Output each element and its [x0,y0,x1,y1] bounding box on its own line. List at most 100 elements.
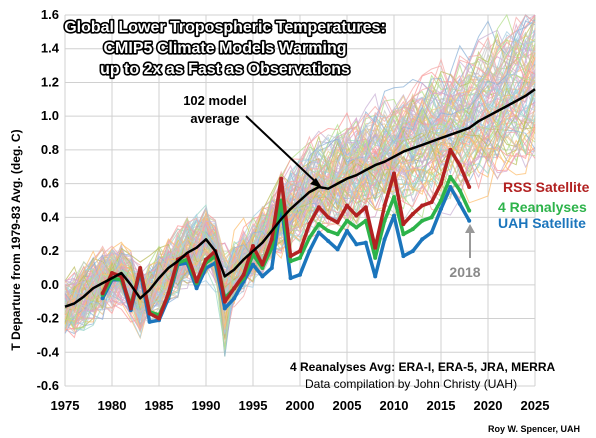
data-point [260,265,265,270]
data-point [222,299,227,304]
year-2018-arrowhead [465,224,475,233]
data-point [335,232,340,237]
year-2018-label: 2018 [449,264,480,280]
data-point [410,249,415,254]
data-point [204,257,208,262]
model-average-annotation: 102 model average [183,93,322,188]
y-tick-label: -0.2 [37,311,59,326]
data-point [363,240,368,245]
data-point [410,227,415,232]
data-point [420,218,425,223]
data-point [467,185,472,190]
data-point [373,255,378,260]
data-point [316,230,321,235]
data-point [345,203,349,208]
axis-ticks: -0.6 -0.4 -0.2 0.0 0.2 0.4 0.6 0.8 1.0 1.2 1.4 1.6 1… [37,7,550,413]
data-point [392,171,396,176]
x-tick-label: 2025 [521,398,550,413]
chart-title: Global Lower Tropospheric Temperatures: … [63,17,388,79]
data-point [335,220,340,225]
y-tick-label: 0.6 [41,176,59,191]
model-run-line [64,90,536,324]
data-point [392,195,396,200]
data-point [251,262,255,267]
series-line-rss [101,148,471,321]
y-tick-label: 0.8 [41,142,59,157]
data-point [298,255,302,260]
uah-satellite-label: UAH Satellite [498,215,586,231]
data-point [439,181,443,186]
data-point [298,249,302,254]
y-tick-label: 1.2 [41,74,59,89]
data-point [307,249,312,254]
data-point [467,218,472,223]
data-point [307,222,312,227]
series-line-model-average [64,88,536,308]
data-point [232,296,237,301]
data-point [138,265,143,270]
data-point [100,291,105,296]
data-point [448,174,453,179]
data-point [222,306,227,311]
data-point [269,265,274,270]
data-point [166,291,171,296]
data-point [439,198,443,203]
x-tick-label: 2005 [333,398,362,413]
x-tick-label: 2010 [380,398,409,413]
model-run-line [64,87,536,348]
x-tick-label: 1975 [51,398,80,413]
title-line-1: Global Lower Tropospheric Temperatures: [64,19,386,36]
model-run-line [64,31,536,314]
x-tick-label: 1980 [98,398,127,413]
data-point [457,163,462,168]
data-point [439,206,443,211]
y-tick-label: -0.4 [37,344,60,359]
y-tick-label: 0.2 [41,243,59,258]
y-tick-label: 1.4 [41,41,60,56]
data-point [382,218,387,223]
data-point [326,238,331,243]
data-point [345,218,349,223]
y-tick-label: 1.6 [41,7,59,22]
data-point [345,228,349,233]
model-average-arrow [245,115,321,187]
title-line-2: CMIP5 Climate Models Warming [104,40,347,57]
y-tick-label: 1.0 [41,108,59,123]
data-point [401,232,406,237]
data-point [457,201,462,206]
data-point [354,225,359,230]
data-point [316,205,321,210]
data-point [110,271,114,276]
reanalyses-note: 4 Reanalyses Avg: ERA-I, ERA-5, JRA, MER… [290,360,556,374]
x-tick-label: 2020 [474,398,503,413]
data-point [373,274,378,279]
data-point [260,274,265,279]
data-point [448,185,453,190]
data-point [467,208,472,213]
data-point [448,147,453,152]
data-point [232,286,237,291]
data-point [363,205,368,210]
data-point [316,222,321,227]
data-point [298,272,302,277]
data-point [269,237,274,242]
data-point [251,244,255,249]
data-compilation-note: Data compilation by John Christy (UAH) [305,377,517,391]
y-tick-label: -0.6 [37,378,59,393]
year-2018-annotation: 2018 [449,224,481,280]
data-point [147,311,152,316]
x-tick-label: 2015 [427,398,456,413]
data-point [100,296,105,301]
data-point [128,306,133,311]
rss-satellite-label: RSS Satellite [503,179,590,195]
data-point [363,218,368,223]
data-point [288,254,293,259]
data-point [457,188,462,193]
model-average-arrowhead [310,178,322,188]
data-point [194,279,199,284]
y-axis-label: T Departure from 1979-83 Avg. (deg. C) [9,129,23,350]
data-point [157,316,161,321]
x-tick-label: 1985 [145,398,174,413]
data-point [401,254,406,259]
